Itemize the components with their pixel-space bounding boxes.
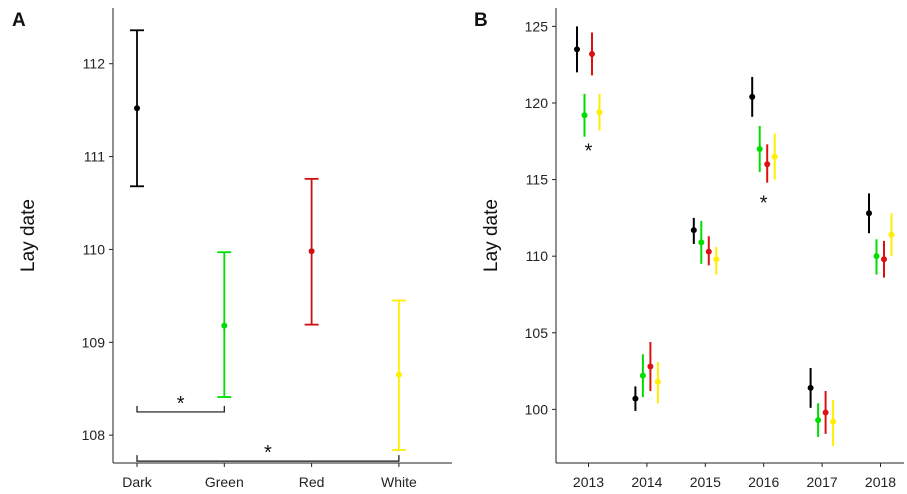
panel-a-label: A [12,10,26,31]
panel-b-x-tick-label: 2018 [865,474,896,490]
panel-b-y-tick-label: 115 [526,172,549,188]
panel-a-significance-bracket [136,455,400,462]
panel-b-dark-2016-point [749,93,756,100]
panel-b-white-2016-point [771,153,778,160]
panel-b-white-2018-point [888,231,895,238]
panel-b-red-2018-point [881,256,887,263]
panel-b-dark-2018-point [866,210,872,217]
panel-b-y-tick-label: 120 [525,95,549,111]
panel-a-y-tick-label: 112 [83,56,106,72]
panel-b-y-tick-label: 110 [526,248,549,264]
panel-b-white-2015-point [713,256,720,263]
panel-a-x-tick-label: Red [299,474,325,490]
panel-b-red-2014-point [647,363,654,370]
panel-b-dark-2017-point [807,384,814,391]
panel-b-significance-star: * [585,140,593,162]
panel-b-dark-2015-point [690,227,697,234]
panel-b-white-2013-point [596,109,603,116]
panel-b-red-2016-point [764,161,771,168]
panel-a-significance-star: * [264,442,272,464]
panel-b-x-tick-label: 2017 [807,474,838,490]
panel-b-white-2014-point [654,378,661,385]
panel-b-red-2015-point [705,248,712,255]
panel-b-dark-2013-point [574,46,580,53]
panel-b-y-tick-label: 100 [525,401,549,417]
panel-b-green-2017-point [815,417,822,424]
panel-b: B 100 105 110 115 120 125 2013 2014 2015 2016 2017 2… [474,8,904,490]
panel-b-significance-star: * [760,192,768,214]
panel-b-dark-2014-point [632,395,639,402]
panel-a-red-point [308,248,315,255]
panel-b-green-2015-point [698,239,705,246]
panel-a-y-tick-label: 108 [82,427,106,443]
panel-b-x-tick-label: 2014 [631,474,662,490]
panel-a-significance-bracket [136,405,225,413]
panel-a: A 108 109 110 111 112 Dark Green Red White Lay dat… [12,8,452,490]
panel-a-x-tick-label: White [381,474,417,490]
panel-b-red-2013-point [589,50,595,57]
panel-b-green-2018-point [873,253,880,260]
panel-b-label: B [474,10,488,31]
panel-b-x-tick-label: 2013 [573,474,604,490]
panel-b-white-2017-point [830,418,837,425]
panel-a-y-axis-title: Lay date [18,199,39,272]
panel-b-y-tick-label: 125 [525,18,549,34]
panel-b-x-tick-label: 2015 [690,474,721,490]
panel-b-y-tick-label: 105 [525,325,549,341]
panel-b-red-2017-point [822,409,829,416]
panel-a-x-tick-label: Dark [122,474,153,490]
panel-b-x-tick-label: 2016 [748,474,779,490]
panel-a-significance-star: * [177,393,185,415]
panel-b-y-axis-title: Lay date [481,199,502,272]
panel-a-dark-point [134,105,140,112]
panel-a-x-tick-label: Green [205,474,244,490]
panel-a-y-tick-label: 111 [84,149,105,165]
panel-b-green-2014-point [639,372,646,379]
panel-a-green-point [221,322,228,329]
panel-a-y-tick-label: 109 [82,334,106,350]
panel-b-green-2016-point [756,145,763,152]
panel-a-white-point [395,371,402,378]
panel-b-green-2013-point [581,112,588,119]
panel-a-y-tick-label: 110 [83,241,106,257]
